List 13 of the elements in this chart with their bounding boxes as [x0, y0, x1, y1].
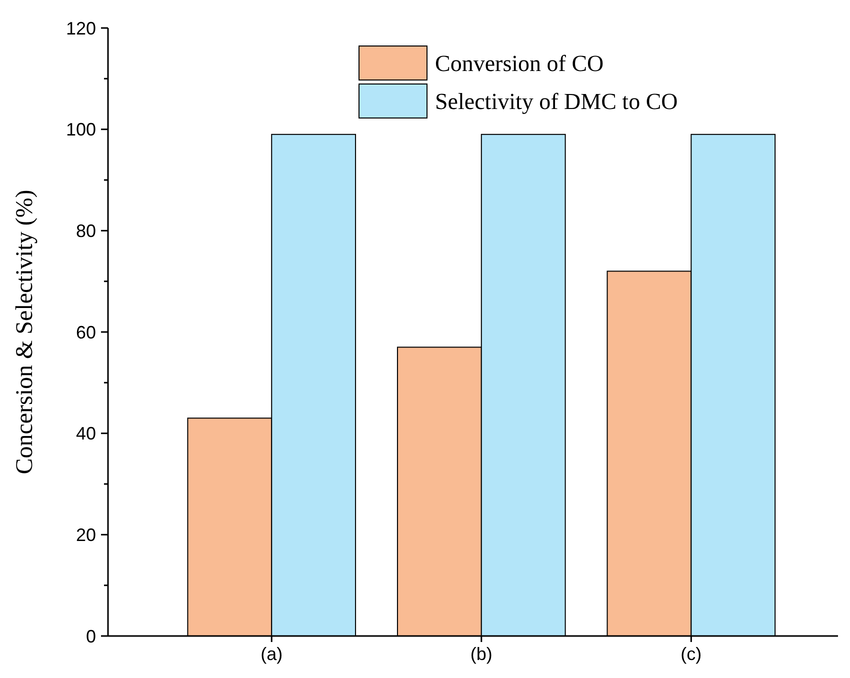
y-axis-title: Concersion & Selectivity (%) [12, 190, 38, 474]
x-tick-label: (a) [260, 644, 283, 664]
y-tick-label: 120 [66, 18, 96, 38]
y-tick-label: 100 [66, 120, 96, 140]
x-tick-label: (b) [470, 644, 492, 664]
legend-label: Selectivity of DMC to CO [435, 89, 678, 114]
x-tick-label: (c) [680, 644, 702, 664]
y-tick-label: 60 [76, 322, 96, 342]
y-tick-label: 40 [76, 424, 96, 444]
y-tick-label: 20 [76, 524, 96, 545]
y-tick-label: 0 [86, 626, 96, 646]
legend-label: Conversion of CO [435, 51, 604, 76]
y-tick-label: 80 [76, 220, 96, 241]
